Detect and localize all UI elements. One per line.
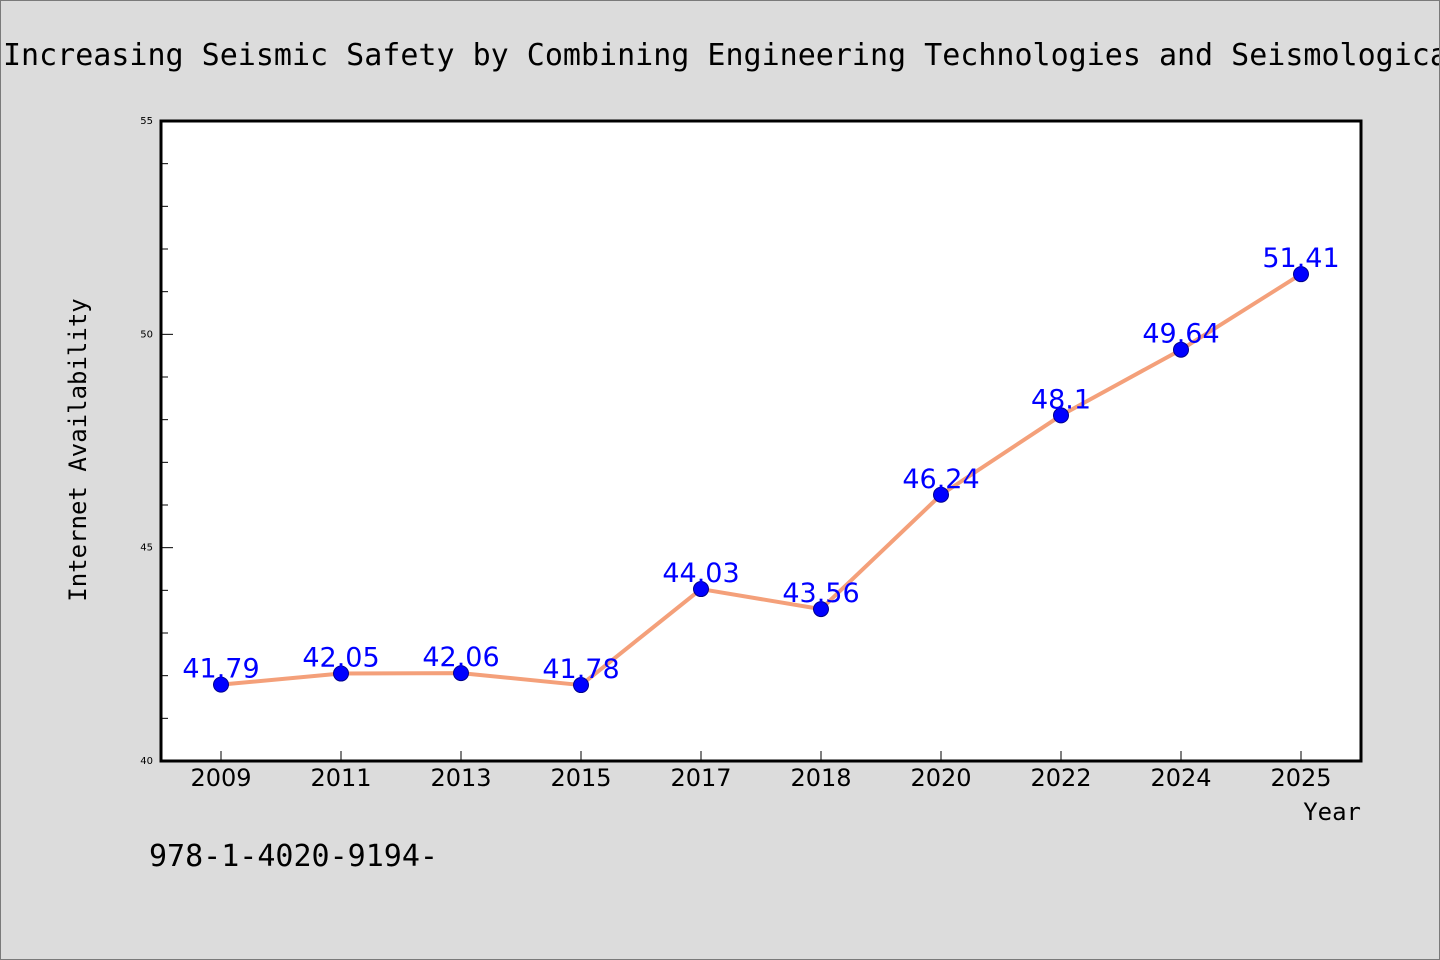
x-tick-label: 2015 <box>550 764 611 792</box>
data-point <box>573 677 589 694</box>
y-axis-label: Internet Availability <box>64 298 92 601</box>
data-label: 44.03 <box>662 558 739 589</box>
data-label: 46.24 <box>902 464 979 495</box>
data-point <box>813 601 829 618</box>
data-label: 41.78 <box>542 654 619 685</box>
data-point <box>213 676 229 693</box>
series-layer <box>213 266 1309 694</box>
y-tick-label: 40 <box>140 756 153 767</box>
data-point <box>1053 407 1069 424</box>
data-label: 49.64 <box>1142 319 1219 350</box>
y-tick-label: 55 <box>140 116 153 127</box>
x-tick-label: 2025 <box>1270 764 1331 792</box>
series-line <box>220 272 1303 688</box>
data-point <box>333 665 349 682</box>
plot-area <box>159 119 1363 763</box>
x-tick-label: 2013 <box>430 764 491 792</box>
data-label: 48.1 <box>1031 384 1091 415</box>
data-label: 43.56 <box>782 578 859 609</box>
data-labels-layer: 41.79 42.05 42.06 41.78 44.03 43.56 46.24 48.1 4… <box>182 243 1339 685</box>
data-point <box>1293 266 1309 283</box>
x-axis: 2009 2011 2013 2015 2017 2018 2020 2022 2024 2025 <box>190 751 1332 792</box>
x-tick-label: 2009 <box>190 764 251 792</box>
x-tick-label: 2011 <box>310 764 371 792</box>
footnote-text: 978-1-4020-9194- <box>149 839 438 874</box>
x-tick-label: 2020 <box>910 764 971 792</box>
chart-title: Increasing Seismic Safety by Combining E… <box>3 38 1439 73</box>
x-tick-label: 2022 <box>1030 764 1091 792</box>
x-tick-label: 2024 <box>1150 764 1211 792</box>
data-point <box>453 665 469 682</box>
data-point <box>693 581 709 598</box>
y-tick-label: 45 <box>140 543 153 554</box>
x-axis-label: Year <box>1303 798 1361 826</box>
data-label: 42.06 <box>422 642 499 673</box>
data-point <box>933 486 949 503</box>
y-tick-label: 50 <box>140 329 153 340</box>
data-label: 42.05 <box>302 643 379 674</box>
data-point <box>1173 341 1189 358</box>
x-tick-label: 2017 <box>670 764 731 792</box>
data-label: 51.41 <box>1262 243 1339 274</box>
x-tick-label: 2018 <box>790 764 851 792</box>
y-axis: 40 45 50 55 <box>140 116 173 767</box>
data-label: 41.79 <box>182 654 259 685</box>
